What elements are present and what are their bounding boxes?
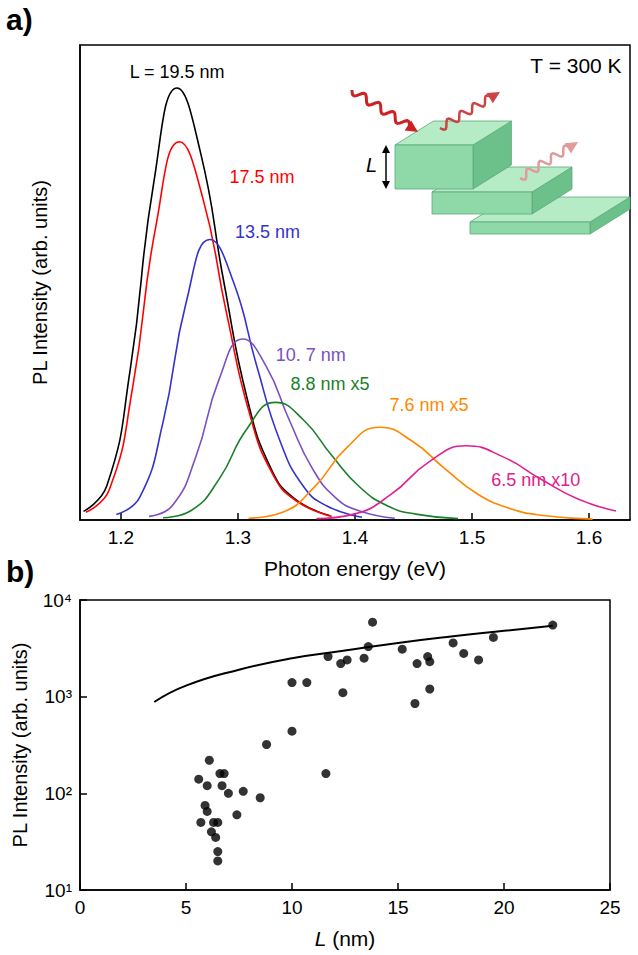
svg-text:L = 19.5 nm: L = 19.5 nm: [130, 62, 225, 82]
svg-text:1.6: 1.6: [576, 527, 602, 548]
svg-text:PL Intensity (arb. units): PL Intensity (arb. units): [29, 180, 51, 385]
svg-text:(nm): (nm): [326, 927, 375, 950]
svg-text:10. 7 nm: 10. 7 nm: [276, 345, 346, 365]
svg-text:17.5 nm: 17.5 nm: [229, 167, 294, 187]
svg-text:10¹: 10¹: [45, 880, 72, 901]
svg-text:1.2: 1.2: [108, 527, 134, 548]
svg-text:b): b): [6, 555, 34, 588]
svg-text:PL Intensity (arb. units): PL Intensity (arb. units): [9, 643, 31, 848]
svg-text:L: L: [366, 154, 377, 176]
svg-text:T = 300 K: T = 300 K: [530, 54, 621, 77]
svg-text:1.5: 1.5: [459, 527, 485, 548]
svg-text:7.6 nm x5: 7.6 nm x5: [390, 395, 469, 415]
svg-text:L: L: [315, 927, 327, 950]
svg-text:10²: 10²: [45, 783, 72, 804]
svg-text:20: 20: [493, 897, 514, 918]
svg-text:0: 0: [75, 897, 86, 918]
svg-text:13.5 nm: 13.5 nm: [235, 222, 300, 242]
svg-text:1.4: 1.4: [342, 527, 369, 548]
svg-text:10: 10: [281, 897, 302, 918]
svg-text:25: 25: [599, 897, 620, 918]
svg-text:15: 15: [387, 897, 408, 918]
svg-text:1.3: 1.3: [225, 527, 251, 548]
svg-text:6.5 nm x10: 6.5 nm x10: [491, 470, 580, 490]
svg-text:8.8 nm x5: 8.8 nm x5: [290, 374, 369, 394]
svg-text:5: 5: [181, 897, 192, 918]
svg-text:10⁴: 10⁴: [43, 590, 72, 611]
svg-text:10³: 10³: [45, 686, 72, 707]
svg-text:Photon energy (eV): Photon energy (eV): [264, 557, 446, 580]
svg-text:a): a): [6, 3, 33, 36]
